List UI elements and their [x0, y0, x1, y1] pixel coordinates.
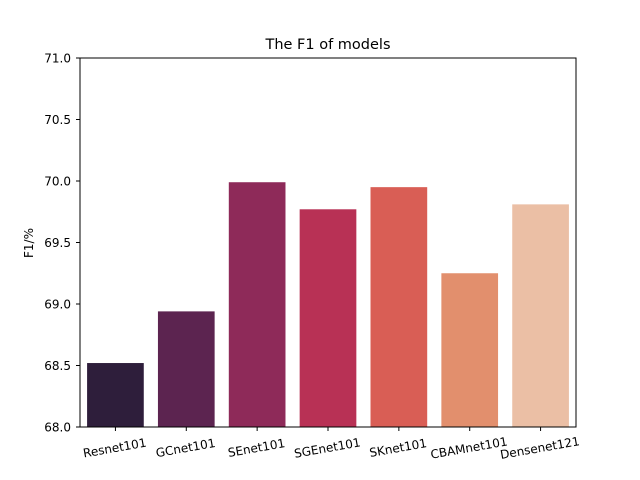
x-tick-label: CBAMnet101: [430, 434, 509, 461]
y-axis: 68.0 68.5 69.0 69.5 70.0 70.5 71.0: [44, 52, 80, 435]
bar-resnet101: [87, 363, 144, 427]
x-tick-label: Densenet121: [499, 434, 581, 462]
y-tick-label: 69.0: [44, 298, 71, 312]
bar-cbamnet101: [441, 273, 499, 427]
y-tick-label: 68.0: [44, 421, 71, 435]
chart-title: The F1 of models: [264, 37, 390, 53]
x-tick-label: Resnet101: [82, 436, 147, 461]
x-tick-label: SGEnet101: [293, 435, 362, 460]
plot-frame: [79, 57, 577, 428]
bar-sknet101: [370, 187, 428, 427]
y-tick-label: 70.5: [44, 113, 71, 127]
bars-group: [87, 182, 569, 427]
y-tick-label: 69.5: [44, 236, 71, 250]
y-axis-label: F1/%: [22, 228, 36, 258]
bar-sgenet101: [299, 209, 357, 427]
y-tick-label: 68.5: [44, 359, 71, 373]
x-tick-label: SEnet101: [227, 436, 286, 460]
bar-densenet121: [512, 204, 569, 427]
x-tick-label: GCnet101: [155, 436, 217, 460]
bar-gcnet101: [157, 311, 215, 427]
x-tick-label: SKnet101: [368, 436, 428, 460]
bar-senet101: [228, 182, 286, 427]
y-tick-label: 70.0: [44, 175, 71, 189]
x-axis: Resnet101 GCnet101 SEnet101 SGEnet101 SKnet1…: [82, 427, 581, 462]
y-tick-label: 71.0: [44, 52, 71, 66]
